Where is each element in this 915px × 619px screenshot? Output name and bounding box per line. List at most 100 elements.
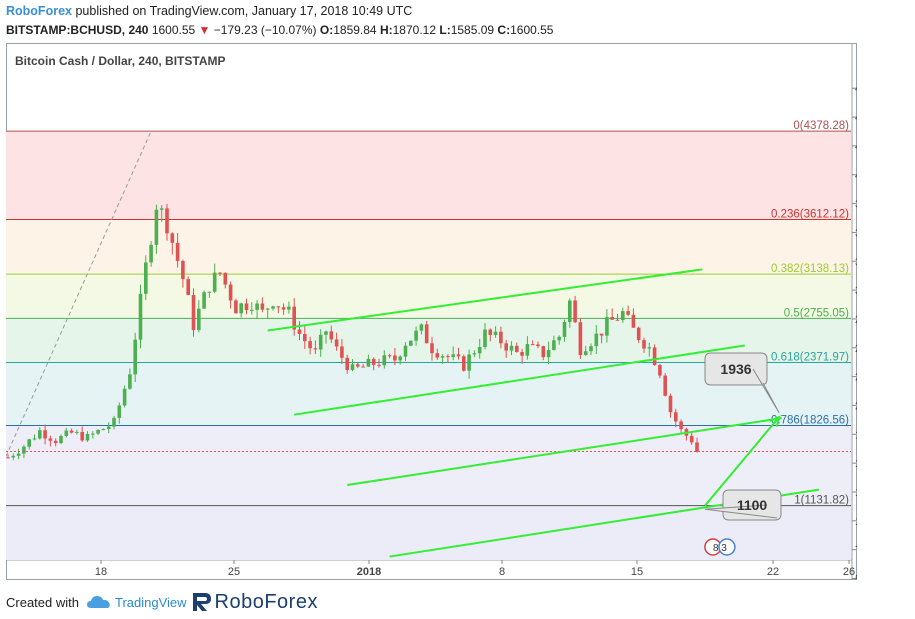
candle-body (276, 306, 281, 308)
candle-body (271, 306, 275, 309)
callout-bubble (704, 352, 768, 386)
roboforex-wordmark[interactable]: RoboForex (214, 590, 318, 613)
candle-body (43, 430, 47, 439)
candle-body (668, 395, 673, 413)
fib-zone (6, 219, 851, 275)
y-tick-label: 1000.00 (855, 516, 857, 528)
candle-body (191, 295, 196, 331)
candle-body (22, 446, 26, 454)
open-label: O: (319, 23, 334, 37)
candle-body (552, 340, 556, 350)
x-tick-label: 22 (767, 566, 779, 578)
callout-tail (752, 368, 780, 414)
candle-body (106, 426, 111, 430)
candle-body (53, 440, 58, 444)
candle-body (48, 438, 53, 441)
candle-body (546, 349, 551, 358)
candle-body (149, 244, 153, 263)
y-tick-label: 4750.00 (855, 83, 857, 95)
candle-body (557, 336, 561, 341)
candle-body (599, 333, 604, 336)
price-chart[interactable]: 0(4378.28) 0.236(3612.12) 0.382(3138.13) 0.… (5, 43, 915, 585)
candle-body (303, 333, 307, 342)
candle-body (589, 346, 593, 352)
candle-body (493, 331, 498, 335)
ohlc-header: BITSTAMP:BCHUSD, 240 1600.55 ▼ −179.23 (… (6, 23, 553, 37)
candle-body (170, 233, 175, 243)
candle-body (154, 209, 159, 245)
candle-body (27, 439, 31, 447)
y-tick-label: 3000.00 (855, 285, 857, 297)
arrow-head (769, 415, 781, 427)
candle-body (525, 344, 530, 356)
candle-body (181, 260, 185, 280)
candle-body (16, 453, 21, 456)
last-price: 1600.55 (151, 23, 196, 37)
candle-body (207, 291, 212, 293)
candle-body (477, 347, 482, 354)
low-label: L: (439, 23, 451, 37)
close-value: 1600.55 (510, 23, 554, 37)
y-tick-label: 4250.00 (855, 141, 857, 153)
candle-body (610, 316, 614, 320)
candle-body (541, 346, 546, 358)
candle-body (260, 303, 265, 310)
x-tick-label: 25 (228, 566, 240, 578)
candle-body (345, 357, 349, 371)
down-triangle-icon: ▼ (198, 23, 211, 37)
callout-tail (704, 504, 778, 519)
fib-trend-line (5, 130, 152, 457)
candle-body (32, 438, 37, 440)
fib-level-label: 0.5(2755.05) (784, 307, 849, 319)
candle-body (361, 366, 365, 368)
y-tick-label: 3750.00 (855, 199, 857, 211)
chart-frame[interactable]: 0(4378.28) 0.236(3612.12) 0.382(3138.13) 0.… (5, 43, 915, 585)
high-label: H: (379, 23, 393, 37)
candle-body (403, 345, 408, 357)
candle-body (64, 430, 69, 437)
candle-body (59, 436, 63, 444)
candle-body (287, 306, 291, 310)
candle-body (382, 355, 387, 366)
roboforex-logo-icon[interactable] (192, 591, 213, 613)
candle-body (446, 356, 450, 358)
candle-body (504, 343, 508, 351)
candle-body (250, 309, 254, 311)
publish-header: RoboForex published on TradingView.com, … (6, 4, 412, 18)
candle-body (138, 293, 143, 340)
tradingview-link[interactable]: TradingView (114, 594, 187, 610)
candle-body (244, 303, 249, 311)
candle-body (38, 430, 42, 439)
tradingview-cloud-icon[interactable] (86, 595, 111, 609)
callout-box: 1100 (704, 489, 782, 521)
candle-body (112, 417, 116, 427)
candle-body (377, 364, 381, 366)
publisher-name[interactable]: RoboForex (6, 4, 72, 18)
candle-body (239, 303, 243, 314)
footer: Created with TradingView RoboForex (6, 590, 318, 614)
candle-body (255, 303, 259, 310)
candle-body (366, 358, 371, 367)
y-tick-label: 1500.00 (855, 458, 857, 470)
candle-body (530, 344, 535, 346)
candle-body (520, 351, 524, 356)
candle-body (414, 330, 418, 341)
fib-level-label: 0.236(3612.12) (771, 208, 849, 220)
candle-body (658, 364, 662, 376)
candle-body (144, 262, 148, 294)
x-tick-label: 2018 (357, 566, 381, 578)
candle-body (509, 345, 514, 351)
candle-body (568, 300, 572, 322)
x-tick-label: 18 (95, 566, 107, 578)
symbol-label: BITSTAMP:BCHUSD, 240 (6, 23, 149, 37)
candle-body (356, 364, 360, 367)
callout-label: 1100 (737, 497, 768, 513)
open-value: 1859.84 (333, 23, 377, 37)
candle-body (329, 331, 334, 340)
candle-body (583, 351, 588, 355)
candle-body (621, 311, 625, 321)
callout-label: 1936 (720, 361, 751, 377)
candle-body (165, 208, 169, 234)
candle-body (387, 355, 392, 357)
candle-body (398, 356, 402, 361)
